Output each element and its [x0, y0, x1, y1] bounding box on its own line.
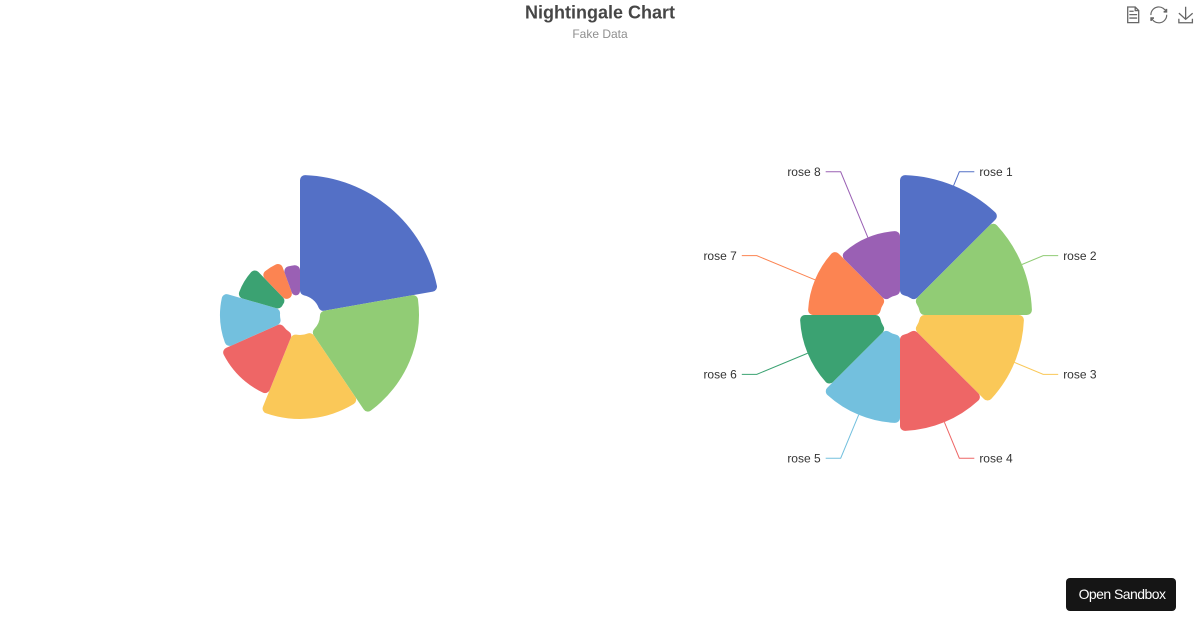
svg-text:rose 3: rose 3 — [1063, 368, 1097, 382]
svg-text:Nightingale Chart: Nightingale Chart — [525, 3, 675, 23]
svg-text:rose 7: rose 7 — [703, 249, 737, 263]
svg-text:rose 1: rose 1 — [979, 165, 1013, 179]
svg-text:rose 6: rose 6 — [703, 368, 737, 382]
svg-text:rose 5: rose 5 — [787, 452, 821, 466]
svg-text:Fake Data: Fake Data — [572, 27, 628, 41]
svg-text:rose 8: rose 8 — [787, 165, 821, 179]
svg-text:rose 4: rose 4 — [979, 452, 1013, 466]
svg-text:rose 2: rose 2 — [1063, 249, 1097, 263]
svg-text:Open Sandbox: Open Sandbox — [1079, 586, 1166, 602]
